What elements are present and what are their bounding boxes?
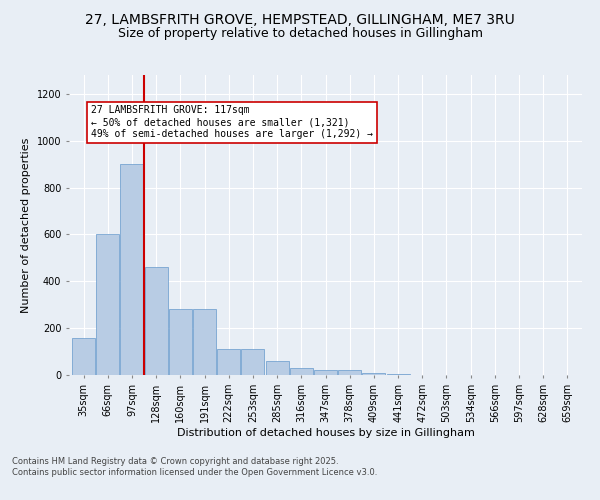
- Bar: [386, 374, 410, 375]
- Bar: [145, 267, 167, 375]
- Bar: [241, 349, 265, 375]
- Bar: [362, 372, 385, 375]
- Text: Contains HM Land Registry data © Crown copyright and database right 2025.
Contai: Contains HM Land Registry data © Crown c…: [12, 458, 377, 477]
- Bar: [290, 368, 313, 375]
- Y-axis label: Number of detached properties: Number of detached properties: [21, 138, 31, 312]
- Bar: [72, 338, 95, 375]
- Bar: [266, 361, 289, 375]
- Text: Size of property relative to detached houses in Gillingham: Size of property relative to detached ho…: [118, 28, 482, 40]
- X-axis label: Distribution of detached houses by size in Gillingham: Distribution of detached houses by size …: [176, 428, 475, 438]
- Bar: [96, 234, 119, 375]
- Bar: [314, 370, 337, 375]
- Text: 27, LAMBSFRITH GROVE, HEMPSTEAD, GILLINGHAM, ME7 3RU: 27, LAMBSFRITH GROVE, HEMPSTEAD, GILLING…: [85, 12, 515, 26]
- Bar: [338, 370, 361, 375]
- Text: 27 LAMBSFRITH GROVE: 117sqm
← 50% of detached houses are smaller (1,321)
49% of : 27 LAMBSFRITH GROVE: 117sqm ← 50% of det…: [91, 106, 373, 138]
- Bar: [169, 310, 192, 375]
- Bar: [121, 164, 143, 375]
- Bar: [217, 349, 240, 375]
- Bar: [193, 310, 216, 375]
